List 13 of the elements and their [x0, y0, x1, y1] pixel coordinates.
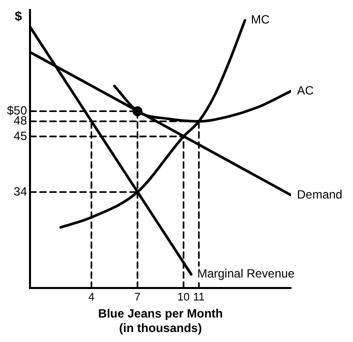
- y-tick-label: 48: [14, 114, 28, 128]
- y-tick-label: 45: [14, 128, 28, 143]
- x-tick-label: 7: [134, 292, 141, 304]
- x-tick-label: 11: [193, 292, 205, 304]
- x-tick-label: 4: [88, 292, 94, 304]
- series-label: Demand: [297, 187, 342, 202]
- series-label: Marginal Revenue: [197, 266, 295, 281]
- y-tick-label: 34: [14, 184, 28, 198]
- y-axis-title: $: [14, 8, 23, 24]
- series-label: MC: [250, 12, 270, 27]
- series-label: AC: [297, 83, 314, 98]
- x-tick-label: 10: [177, 292, 190, 304]
- x-axis-title: Blue Jeans per Month (in thousands): [98, 306, 223, 336]
